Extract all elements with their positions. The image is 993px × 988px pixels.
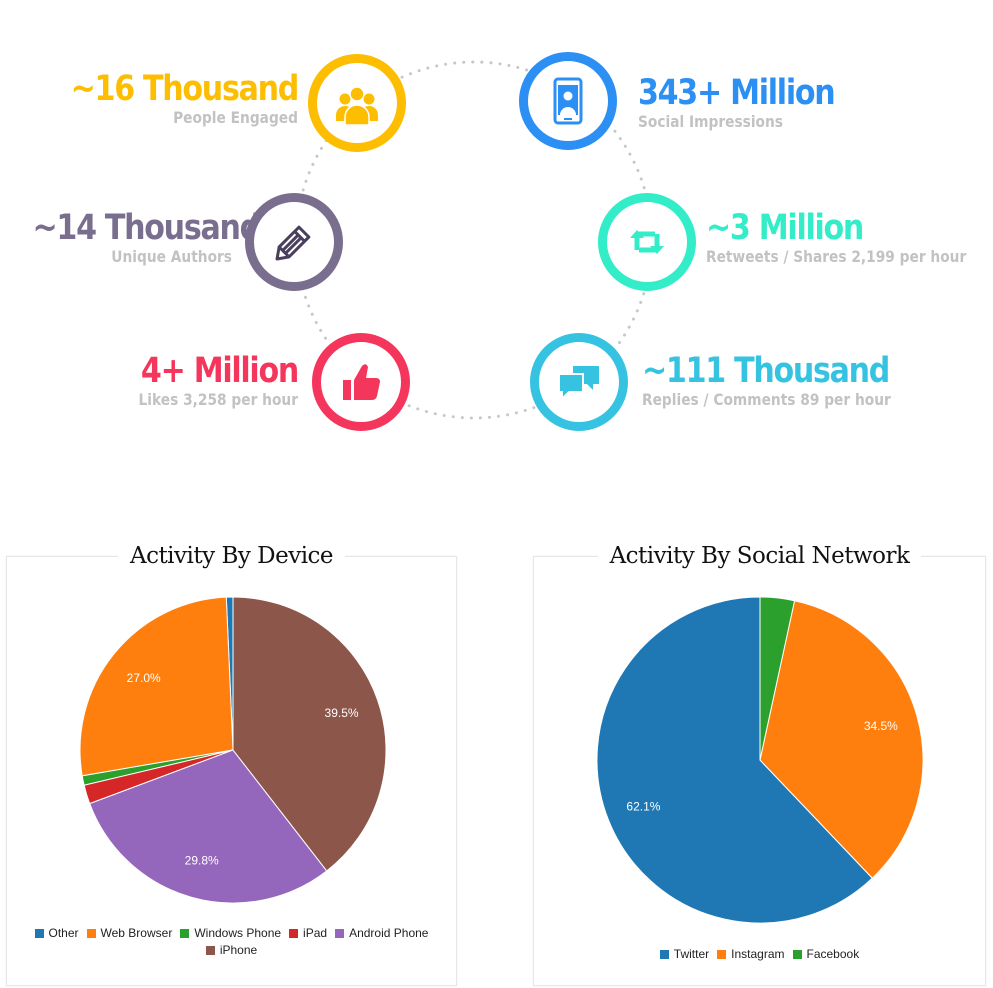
pie-data-label: 62.1% xyxy=(626,800,660,814)
chart-title: Activity By Social Network xyxy=(534,543,985,569)
stat-value: ~111 Thousand xyxy=(642,351,890,391)
stat-label: Replies / Comments 89 per hour xyxy=(642,390,891,409)
pie-slice-iphone xyxy=(232,596,387,872)
stat-people-engaged: ~16 Thousand People Engaged xyxy=(0,69,300,128)
pie-slice-instagram xyxy=(759,600,924,879)
chart-panel-device: Activity By Device 27.0% 29.8% 39.5% Other… xyxy=(6,543,457,986)
stat-replies-comments: ~111 Thousand Replies / Comments 89 per … xyxy=(642,352,931,410)
legend-swatch xyxy=(792,950,802,959)
legend-label: iPad xyxy=(303,926,328,940)
stat-unique-authors: ~14 Thousand Unique Authors xyxy=(0,208,261,267)
chart-title: Activity By Device xyxy=(7,543,456,569)
thumbs-up-icon xyxy=(312,333,410,431)
pie-slice-web-browser xyxy=(79,596,234,777)
legend-swatch xyxy=(289,929,299,938)
legend-item-other: Other xyxy=(34,925,79,942)
chart-panel-social-network: Activity By Social Network 62.1% 34.5% Tw… xyxy=(533,543,986,986)
pencil-icon xyxy=(245,193,343,291)
stat-retweets-shares: ~3 Million Retweets / Shares 2,199 per h… xyxy=(706,209,993,267)
legend-item-instagram: Instagram xyxy=(717,946,785,963)
legend-swatch xyxy=(717,950,727,959)
legend-label: Windows Phone xyxy=(194,926,282,940)
stat-likes: 4+ Million Likes 3,258 per hour xyxy=(0,351,300,410)
legend-label: iPhone xyxy=(219,943,258,957)
legend-swatch xyxy=(86,929,96,938)
legend-item-web-browser: Web Browser xyxy=(86,925,173,942)
legend-swatch xyxy=(205,946,215,955)
pie-data-label: 39.5% xyxy=(325,706,359,720)
stat-value: 4+ Million xyxy=(140,351,299,391)
stat-label: Likes 3,258 per hour xyxy=(138,390,298,409)
stat-label: Social Impressions xyxy=(638,112,783,131)
pie-data-label: 34.5% xyxy=(864,719,898,733)
pie-data-label: 29.8% xyxy=(185,853,219,867)
pie-slice-android-phone xyxy=(89,749,328,904)
chart-legend: Other Web Browser Windows Phone iPad Android… xyxy=(7,925,456,959)
stat-label: Retweets / Shares 2,199 per hour xyxy=(706,247,967,266)
stat-label: Unique Authors xyxy=(111,247,232,266)
legend-label: Android Phone xyxy=(349,926,429,940)
legend-swatch xyxy=(180,929,190,938)
legend-label: Twitter xyxy=(673,947,710,961)
legend-item-android-phone: Android Phone xyxy=(335,925,428,942)
legend-item-ipad: iPad xyxy=(289,925,327,942)
legend-label: Facebook xyxy=(806,947,860,961)
stat-value: ~3 Million xyxy=(706,208,864,248)
legend-item-facebook: Facebook xyxy=(792,946,860,963)
chat-bubbles-icon xyxy=(530,333,628,431)
legend-label: Instagram xyxy=(731,947,785,961)
stat-value: ~16 Thousand xyxy=(70,69,300,109)
stat-value: 343+ Million xyxy=(638,73,836,113)
chart-legend: Twitter Instagram Facebook xyxy=(534,946,985,963)
pie-slice-facebook xyxy=(759,596,796,761)
legend-label: Other xyxy=(48,926,79,940)
device-pie-chart: 27.0% 29.8% 39.5% xyxy=(79,596,387,904)
legend-swatch xyxy=(335,929,345,938)
legend-item-twitter: Twitter xyxy=(659,946,710,963)
legend-label: Web Browser xyxy=(100,926,173,940)
stat-label: People Engaged xyxy=(173,108,298,127)
stat-social-impressions: 343+ Million Social Impressions xyxy=(638,74,866,132)
legend-item-windows-phone: Windows Phone xyxy=(180,925,281,942)
legend-swatch xyxy=(659,950,669,959)
social-network-pie-chart: 62.1% 34.5% xyxy=(596,596,924,924)
pie-slice-twitter xyxy=(596,596,874,924)
smartphone-user-icon xyxy=(519,52,617,150)
legend-swatch xyxy=(34,929,44,938)
pie-data-label: 27.0% xyxy=(127,671,161,685)
stat-value: ~14 Thousand xyxy=(32,208,261,248)
legend-item-iphone: iPhone xyxy=(205,942,258,959)
people-group-icon xyxy=(308,54,406,152)
retweet-icon xyxy=(598,193,696,291)
